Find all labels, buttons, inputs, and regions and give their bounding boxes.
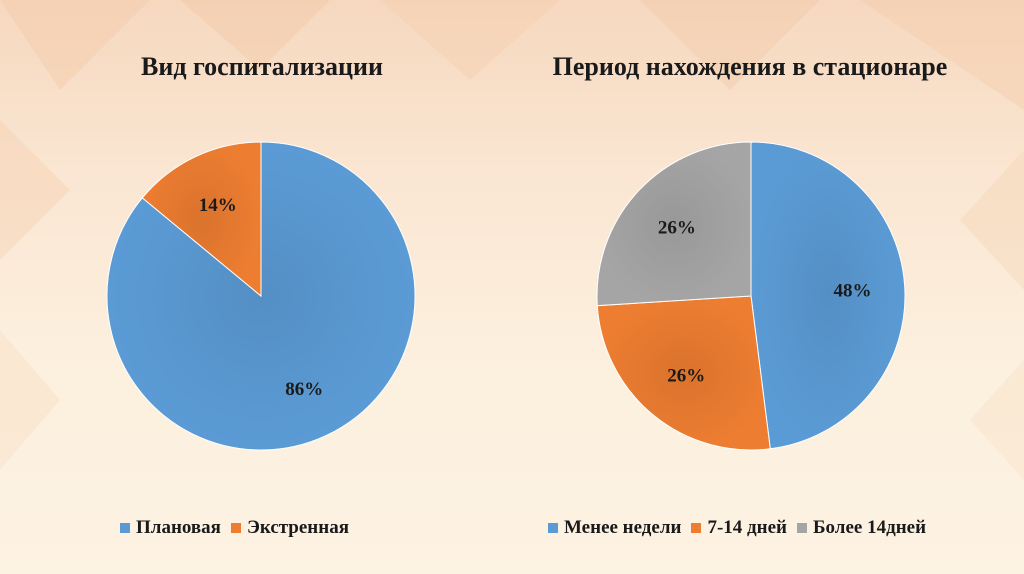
data-label-1: 48% — [833, 281, 871, 302]
legend-swatch — [548, 523, 558, 533]
data-label-3: 26% — [658, 217, 696, 238]
data-label-1: 86% — [285, 379, 323, 400]
legend-swatch — [797, 523, 807, 533]
legend-item-3: Более 14дней — [797, 517, 926, 539]
legend: Менее недели 7-14 дней Более 14дней — [548, 515, 926, 541]
pie-slice-1 — [750, 141, 906, 450]
pie-slice-2 — [596, 295, 771, 451]
legend-item-2: Экстренная — [230, 517, 349, 539]
legend-item-2: 7-14 дней — [691, 517, 787, 539]
legend: Плановая Экстренная — [120, 515, 349, 541]
pie-slice-2 — [141, 141, 262, 298]
legend-swatch — [120, 523, 130, 533]
chart-title: Период нахождения в стационаре — [552, 52, 948, 81]
data-label-2: 14% — [199, 195, 237, 216]
legend-label: Более 14дней — [813, 517, 927, 538]
chart-title: Вид госпитализации — [141, 52, 383, 81]
legend-label: Плановая — [136, 517, 221, 538]
legend-swatch — [691, 523, 702, 533]
pie-slice-3 — [596, 141, 752, 307]
legend-item-1: Плановая — [120, 517, 221, 539]
legend-label: 7-14 дней — [707, 517, 787, 538]
legend-swatch — [230, 523, 241, 533]
legend-item-1: Менее недели — [548, 517, 681, 539]
legend-label: Экстренная — [246, 517, 349, 538]
data-label-2: 26% — [667, 365, 705, 386]
legend-label: Менее недели — [564, 517, 682, 538]
